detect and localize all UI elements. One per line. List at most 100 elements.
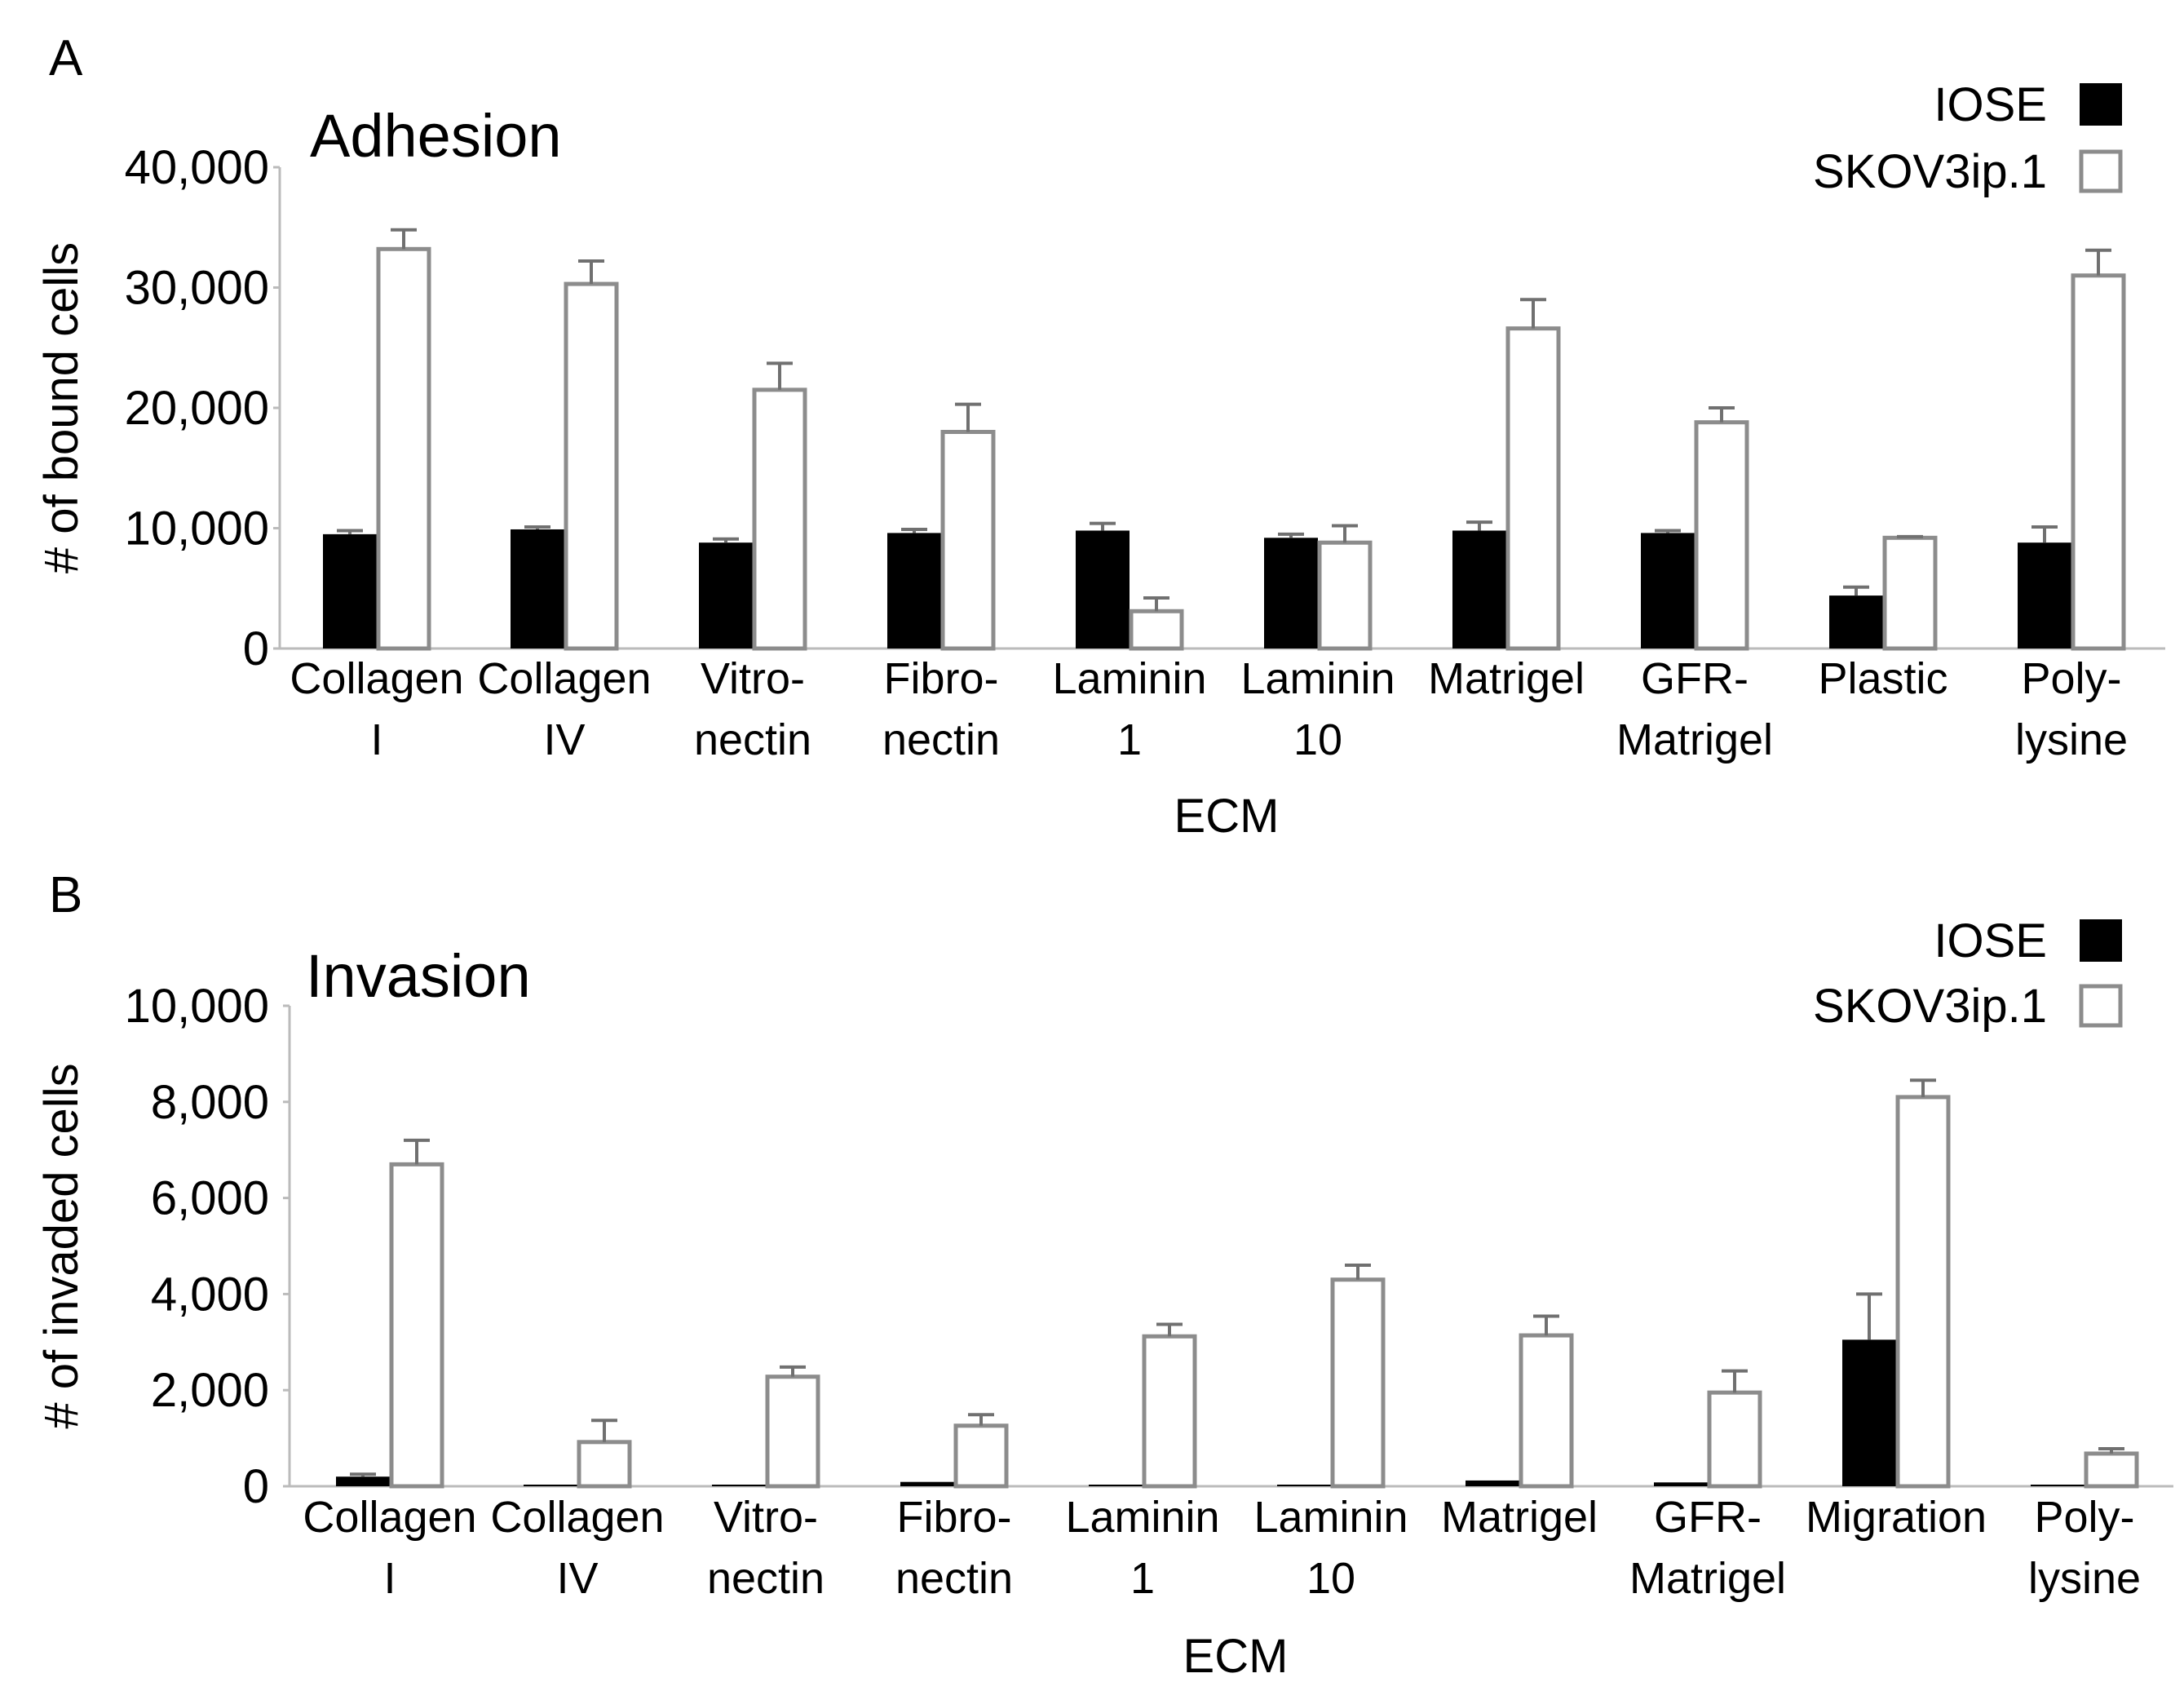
category-label: I <box>383 1554 396 1603</box>
bar-skov3ip1 <box>1882 535 1938 651</box>
legend-swatch-iose <box>2080 919 2122 962</box>
bar-skov3ip1 <box>1707 1390 1762 1489</box>
adhesion-chart: 0 10,000 20,000 30,000 40,000 # of bound cell… <box>35 78 2165 843</box>
bar-skov3ip1 <box>1895 1095 1951 1489</box>
y-tick-label: 0 <box>243 1460 269 1513</box>
category-label: IV <box>543 715 585 764</box>
category-label: GFR- <box>1641 654 1749 703</box>
bar-skov3ip1 <box>1317 540 1373 651</box>
bar-iose <box>900 1481 954 1486</box>
category-label: nectin <box>707 1554 825 1603</box>
bar-skov3ip1 <box>765 1374 820 1489</box>
category-label: Migration <box>1806 1493 1987 1542</box>
y-tick-label: 6,000 <box>151 1172 269 1225</box>
category-label: lysine <box>2028 1554 2141 1603</box>
bar-skov3ip1 <box>1694 420 1749 651</box>
legend-swatch-skov3ip1 <box>2079 149 2123 193</box>
bar-skov3ip1 <box>1330 1277 1386 1489</box>
bar-iose <box>1089 1485 1143 1486</box>
y-tick-label: 0 <box>243 622 269 675</box>
bar-skov3ip1 <box>564 281 619 651</box>
bar-iose <box>1654 1482 1708 1486</box>
bar-iose <box>524 1485 577 1486</box>
category-label: Collagen <box>477 654 651 703</box>
category-label: nectin <box>895 1554 1013 1603</box>
category-label: GFR- <box>1654 1493 1762 1542</box>
category-label: Fibro- <box>896 1493 1011 1542</box>
y-tick-label: 8,000 <box>151 1076 269 1129</box>
bar-iose <box>1829 595 1883 649</box>
chart-title: Adhesion <box>310 102 562 170</box>
bar-iose <box>511 529 564 649</box>
bar-skov3ip1 <box>376 246 431 651</box>
bar-skov3ip1 <box>1519 1333 1574 1489</box>
y-axis-title: # of invaded cells <box>35 1063 88 1428</box>
y-tick-label: 4,000 <box>151 1268 269 1321</box>
y-tick-label: 10,000 <box>125 502 269 556</box>
category-label: Plastic <box>1818 654 1947 703</box>
category-label: Matrigel <box>1616 715 1773 764</box>
legend-label-iose: IOSE <box>1934 914 2047 967</box>
category-label: nectin <box>882 715 1000 764</box>
y-tick-label: 10,000 <box>125 980 269 1033</box>
legend-swatch-iose <box>2080 83 2122 126</box>
category-label: 1 <box>1130 1554 1155 1603</box>
y-tick-label: 2,000 <box>151 1364 269 1417</box>
category-label: Vitro- <box>701 654 805 703</box>
category-label: Poly- <box>2034 1493 2134 1542</box>
y-tick-label: 30,000 <box>125 262 269 315</box>
bar-skov3ip1 <box>577 1440 632 1489</box>
bar-iose <box>712 1485 766 1486</box>
category-label: Fibro- <box>883 654 998 703</box>
category-label: Collagen <box>303 1493 476 1542</box>
bar-skov3ip1 <box>2071 273 2126 651</box>
category-label: Collagen <box>290 654 463 703</box>
category-label: 1 <box>1117 715 1142 764</box>
legend-label-skov3ip1: SKOV3ip.1 <box>1813 980 2047 1033</box>
invasion-chart: 0 2,000 4,000 6,000 8,000 10,000 # of invaded … <box>35 914 2173 1683</box>
panel-letter-a: A <box>49 30 83 86</box>
category-label: IV <box>556 1554 598 1603</box>
chart-title: Invasion <box>306 942 531 1010</box>
bar-skov3ip1 <box>1142 1334 1197 1489</box>
bar-skov3ip1 <box>389 1162 444 1489</box>
bar-iose <box>887 533 941 649</box>
category-label: lysine <box>2015 715 2128 764</box>
category-label: Laminin <box>1065 1493 1219 1542</box>
y-tick-label: 40,000 <box>125 141 269 194</box>
bar-iose <box>699 542 753 649</box>
bar-iose <box>323 533 377 649</box>
bar-iose <box>2018 542 2071 649</box>
y-axis-title: # of bound cells <box>35 242 88 573</box>
bar-skov3ip1 <box>1505 326 1561 651</box>
category-label: Laminin <box>1253 1493 1408 1542</box>
category-label: Matrigel <box>1428 654 1585 703</box>
category-label: Vitro- <box>714 1493 818 1542</box>
bar-iose <box>1076 530 1130 649</box>
x-axis-title: ECM <box>1183 1630 1289 1683</box>
bar-skov3ip1 <box>940 430 996 651</box>
category-label: I <box>370 715 382 764</box>
bar-iose <box>1264 538 1318 649</box>
bar-iose <box>1641 533 1695 649</box>
bar-iose <box>1452 530 1506 649</box>
category-label: 10 <box>1293 715 1342 764</box>
bar-iose <box>1466 1480 1519 1486</box>
category-label: Laminin <box>1052 654 1206 703</box>
bar-iose <box>1842 1339 1896 1486</box>
category-label: Collagen <box>490 1493 664 1542</box>
category-label: nectin <box>694 715 811 764</box>
category-label: Matrigel <box>1629 1554 1786 1603</box>
legend-swatch-skov3ip1 <box>2079 984 2123 1028</box>
bar-skov3ip1 <box>2084 1451 2139 1489</box>
x-axis-title: ECM <box>1174 790 1280 843</box>
category-label: 10 <box>1306 1554 1355 1603</box>
y-tick-label: 20,000 <box>125 382 269 435</box>
bar-iose <box>1277 1485 1331 1486</box>
panel-letter-b: B <box>49 867 82 923</box>
bar-skov3ip1 <box>1129 609 1184 651</box>
category-label: Poly- <box>2021 654 2121 703</box>
bar-iose <box>336 1476 390 1486</box>
bar-skov3ip1 <box>752 387 807 651</box>
